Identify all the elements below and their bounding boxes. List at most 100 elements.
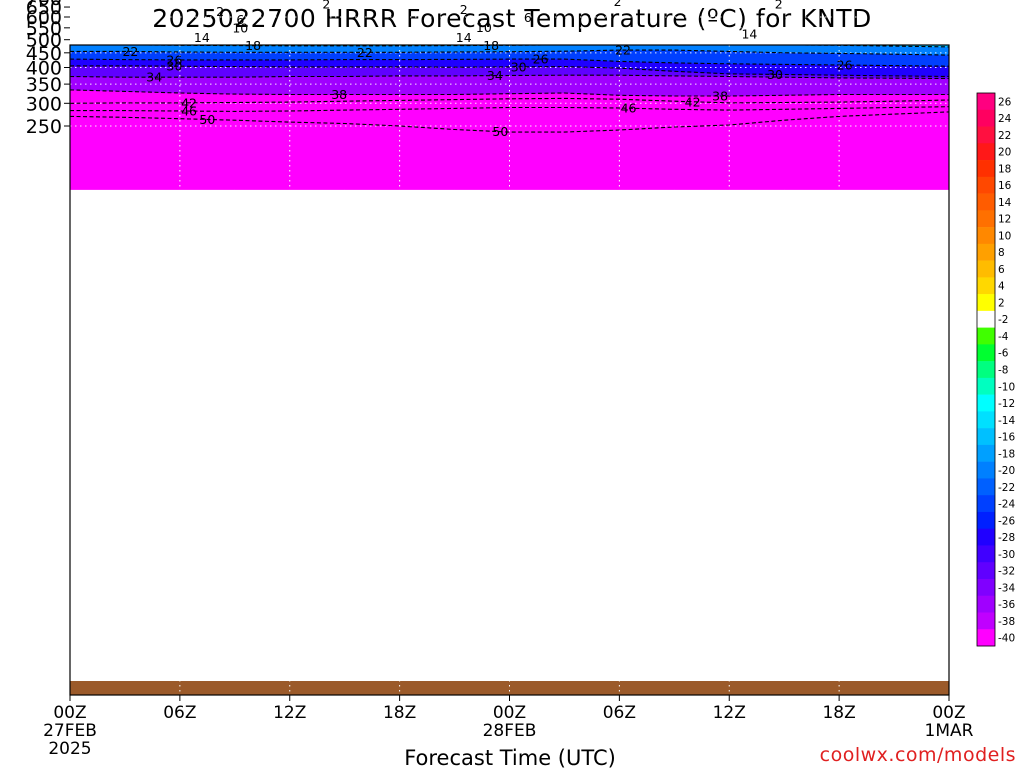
isotherm-line	[70, 106, 949, 112]
colorbar-swatch	[977, 428, 995, 446]
colorbar-label: -32	[998, 566, 1015, 578]
isotherm-label: 38	[712, 89, 728, 104]
y-tick-label: 400	[26, 57, 62, 79]
isotherm-line	[70, 65, 949, 78]
x-tick-label: 00Z	[932, 703, 965, 723]
isotherm-label: 14	[741, 27, 757, 42]
isotherm-line	[70, 25, 949, 28]
colorbar-label: 6	[998, 264, 1005, 276]
isotherm-line	[70, 49, 949, 56]
isotherm-label: 6	[524, 10, 532, 25]
colorbar-swatch	[977, 629, 995, 647]
colorbar-label: -6	[998, 348, 1009, 360]
colorbar-label: -30	[998, 549, 1015, 561]
colorbar-label: -26	[998, 515, 1015, 527]
credit-link[interactable]: coolwx.com/models	[819, 744, 1016, 766]
colorbar-label: 18	[998, 163, 1011, 175]
x-tick-label: 2025	[48, 739, 91, 759]
colorbar-label: -18	[998, 448, 1015, 460]
y-tick-label: 550	[26, 18, 62, 40]
isotherm-line	[70, 0, 949, 8]
x-tick-label: 12Z	[273, 703, 306, 723]
isotherm-label: 34	[487, 68, 503, 83]
colorbar-label: 10	[998, 230, 1011, 242]
colorbar-swatch	[977, 511, 995, 529]
isotherm-label: 42	[181, 95, 197, 110]
isotherm-label: 50	[199, 112, 215, 127]
isotherm-label: 22	[122, 44, 138, 59]
colorbar-label: -12	[998, 398, 1015, 410]
colorbar-swatch	[977, 344, 995, 362]
colorbar-label: -20	[998, 465, 1015, 477]
colorbar-swatch	[977, 143, 995, 161]
isotherm-label: 22	[357, 45, 373, 60]
isotherm-label: 10	[232, 20, 248, 35]
isotherm-label: 26	[166, 52, 182, 67]
colorbar-label: 4	[998, 281, 1005, 293]
x-tick-label: 1MAR	[925, 721, 974, 741]
isotherm-label: 26	[533, 52, 549, 67]
isotherm-line	[70, 3, 949, 11]
isotherm-label: 6	[86, 0, 94, 2]
isotherm-label: 6	[236, 12, 244, 27]
band--10-to--6	[70, 15, 949, 27]
colorbar-label: -4	[998, 331, 1009, 343]
y-tick-label: 500	[26, 30, 62, 52]
grid-lines	[70, 6, 949, 695]
y-tick-label: 700	[26, 0, 62, 10]
colorbar-swatch	[977, 411, 995, 429]
colorbar-swatch	[977, 93, 995, 111]
y-axis: 2503003504004505005506006507007508008509…	[26, 0, 70, 138]
colorbar-swatch	[977, 193, 995, 211]
x-tick-label: 18Z	[822, 703, 855, 723]
colorbar-swatch	[977, 394, 995, 412]
x-tick-label: 00Z	[53, 703, 86, 723]
isotherm-label: 2	[216, 4, 224, 19]
colorbar-label: 14	[998, 197, 1012, 209]
x-tick-label: 06Z	[163, 703, 196, 723]
isotherm-label: 42	[685, 94, 701, 109]
colorbar-swatch	[977, 310, 995, 328]
colorbar-swatch	[977, 243, 995, 261]
colorbar: 26 24 22 20 18 16 14 12 10 8 6 4 2 -2 -4 -6 -8 -10 -12 -14 -…	[976, 92, 1015, 647]
isotherm-line	[70, 97, 949, 104]
colorbar-swatch	[977, 461, 995, 479]
colorbar-label: 12	[998, 214, 1011, 226]
colorbar-swatch	[977, 612, 995, 630]
colorbar-swatch	[977, 277, 995, 295]
colorbar-label: 20	[998, 147, 1011, 159]
colorbar-swatch	[977, 176, 995, 194]
colorbar-label: -2	[998, 314, 1008, 326]
colorbar-label: 2	[998, 297, 1005, 309]
x-tick-label: 12Z	[713, 703, 746, 723]
x-tick-label: 28FEB	[483, 721, 537, 741]
isotherm-label: 14	[456, 30, 472, 45]
colorbar-label: -24	[998, 499, 1015, 511]
colorbar-swatch	[977, 578, 995, 597]
colorbar-label: 24	[998, 113, 1012, 125]
isotherm-label: 2	[460, 2, 468, 17]
colorbar-swatch	[977, 478, 995, 496]
isotherm-line	[70, 111, 949, 133]
colorbar-label: -36	[998, 599, 1015, 611]
isotherm-label: 2	[322, 0, 330, 12]
isotherm-label: 2	[775, 0, 783, 12]
colorbar-label: -40	[998, 633, 1015, 645]
band--2-to-0	[70, 0, 949, 11]
x-tick-label: 00Z	[493, 703, 526, 723]
ground-band	[70, 681, 949, 695]
band-0-to-2	[70, 0, 949, 8]
isotherm-label: 46	[621, 101, 637, 116]
colorbar-swatch	[977, 361, 995, 379]
colorbar-swatch	[977, 109, 995, 127]
isotherm-label: 6	[423, 0, 431, 2]
isotherm-line	[70, 0, 949, 5]
isotherm-line	[70, 15, 949, 19]
isotherm-label: 30	[511, 59, 527, 74]
colorbar-label: -38	[998, 616, 1015, 628]
isotherm-line	[70, 58, 949, 67]
colorbar-swatch	[977, 327, 995, 345]
isotherm-label: 22	[615, 43, 631, 58]
